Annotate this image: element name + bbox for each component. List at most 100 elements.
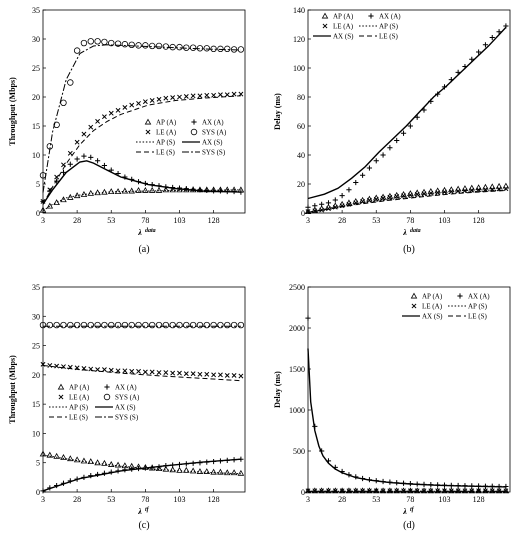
legend-label: AP (S) <box>69 404 89 412</box>
x-tick-label: 3 <box>306 495 310 504</box>
legend-label: AP (S) <box>468 303 488 311</box>
data-point <box>237 321 245 329</box>
data-point <box>237 46 245 53</box>
series-ap-a <box>39 450 245 476</box>
series-line <box>42 95 241 205</box>
legend-marker <box>103 393 111 401</box>
chart-panel-2: 0 20 40 60 80 100 120 140 3 28 53 78 103 128 Delay (ms… <box>273 6 511 255</box>
data-point <box>448 487 455 494</box>
data-point <box>401 193 406 199</box>
data-point <box>211 372 217 378</box>
data-point <box>482 487 489 494</box>
legend-label: SYS (S) <box>115 414 139 422</box>
legend-label: AP (A) <box>422 293 443 301</box>
series-le-s <box>307 190 506 213</box>
x-tick-label: 128 <box>208 216 220 225</box>
series-ax-s <box>42 160 241 205</box>
data-point <box>386 487 394 494</box>
data-point <box>122 105 128 110</box>
y-tick-label: 20 <box>32 371 40 380</box>
legend-marker <box>457 293 463 299</box>
y-tick-label: 15 <box>32 400 40 409</box>
data-point <box>80 321 88 329</box>
data-point <box>60 321 67 329</box>
series-ap-s <box>42 454 241 475</box>
data-point <box>231 373 237 378</box>
y-tick-label: 0 <box>36 488 40 497</box>
data-point <box>73 192 81 199</box>
data-point <box>231 91 237 97</box>
data-point <box>476 49 482 55</box>
data-point <box>394 137 400 144</box>
series-sys-a <box>39 38 245 179</box>
legend-marker <box>322 23 328 29</box>
series-ax-a <box>40 456 244 494</box>
data-point <box>476 187 482 193</box>
y-tick-label: 20 <box>32 93 40 102</box>
data-point <box>148 186 156 193</box>
data-point <box>67 193 74 200</box>
data-point <box>176 466 183 473</box>
x-tick-label: 103 <box>173 216 185 225</box>
y-tick-label: 2000 <box>289 324 305 333</box>
series-le-a <box>305 186 509 214</box>
data-point <box>380 152 386 158</box>
data-point <box>204 371 210 377</box>
data-point <box>401 488 406 494</box>
data-point <box>400 130 407 136</box>
data-point <box>496 488 502 494</box>
plot-frame <box>307 9 511 214</box>
data-point <box>155 465 163 472</box>
legend-label: LE (S) <box>69 414 89 422</box>
data-point <box>217 372 223 378</box>
legend-marker <box>411 303 417 309</box>
data-point <box>60 196 67 203</box>
data-point <box>359 172 366 178</box>
data-point <box>211 92 217 98</box>
data-point <box>461 487 469 494</box>
y-tick-label: 60 <box>297 122 305 131</box>
y-tick-label: 25 <box>32 64 40 73</box>
data-point <box>177 370 182 376</box>
data-point <box>503 488 509 494</box>
x-axis-label-superscript: data <box>410 228 421 234</box>
legend-marker <box>410 292 418 299</box>
panel-caption: (c) <box>138 520 149 531</box>
legend-label: AP (A) <box>69 384 90 392</box>
data-point <box>203 321 210 329</box>
data-point <box>189 467 197 474</box>
data-point <box>454 487 462 494</box>
data-point <box>183 93 189 99</box>
legend-label: AX (A) <box>202 119 224 127</box>
legend-label: LE (A) <box>333 23 354 31</box>
data-point <box>122 368 128 374</box>
data-point <box>345 487 353 494</box>
data-point <box>373 158 379 164</box>
data-point <box>162 321 170 329</box>
series-line <box>42 454 241 475</box>
data-point <box>94 459 101 466</box>
data-point <box>136 100 141 106</box>
y-tick-label: 20 <box>297 180 305 189</box>
data-point <box>407 192 413 198</box>
legend: AP (A) AX (A) LE (A) SYS (A) AP (S) AX (S) LE … <box>49 384 140 422</box>
x-axis-label-superscript: tf <box>145 507 150 513</box>
x-tick-label: 28 <box>73 216 81 225</box>
data-point <box>353 488 359 494</box>
legend-marker <box>57 383 65 390</box>
data-point <box>238 373 244 379</box>
data-point <box>400 487 407 494</box>
data-point <box>461 185 469 191</box>
y-axis-label: Delay (ms) <box>273 93 282 130</box>
data-point <box>190 93 196 99</box>
plot-frame <box>42 286 246 493</box>
series-line <box>42 365 241 382</box>
data-point <box>394 194 400 199</box>
data-point <box>73 456 81 463</box>
series-ap-a <box>304 487 510 494</box>
legend-marker <box>58 394 64 400</box>
y-tick-label: 35 <box>32 6 40 15</box>
data-point <box>60 454 67 460</box>
data-point <box>488 183 496 190</box>
data-point <box>366 487 373 494</box>
